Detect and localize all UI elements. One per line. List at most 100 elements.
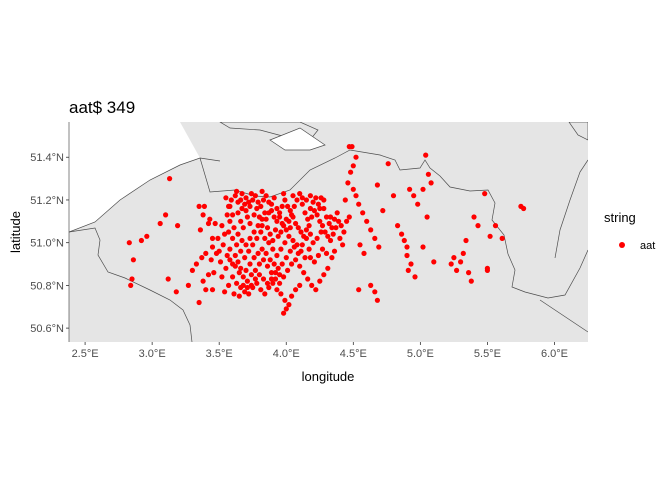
data-point-aat-107: [277, 280, 283, 286]
data-point-aat-302: [248, 282, 254, 288]
data-point-aat-233: [448, 261, 454, 267]
data-point-aat-300: [240, 282, 246, 288]
data-point-aat-176: [311, 208, 317, 214]
x-tick-label-6: 5.5°E: [474, 348, 501, 360]
data-point-aat-109: [285, 267, 291, 273]
x-tick-label-5: 5.0°E: [407, 348, 434, 360]
data-point-aat-85: [258, 229, 264, 235]
data-point-aat-226: [420, 244, 426, 250]
data-point-aat-190: [342, 197, 348, 203]
data-point-aat-313: [290, 193, 296, 199]
data-point-aat-301: [244, 284, 250, 291]
data-point-aat-84: [262, 235, 268, 241]
data-point-aat-19: [205, 220, 212, 227]
data-point-aat-69: [334, 210, 340, 216]
data-point-aat-277: [281, 223, 287, 229]
data-point-aat-215: [395, 223, 401, 229]
data-point-aat-317: [228, 197, 234, 203]
data-point-aat-237: [460, 250, 466, 256]
data-point-aat-271: [264, 225, 271, 231]
data-point-aat-246: [487, 233, 493, 239]
data-point-aat-5: [138, 237, 144, 244]
data-point-aat-259: [307, 255, 313, 261]
data-point-aat-64: [321, 205, 327, 212]
data-point-aat-79: [282, 240, 288, 246]
data-point-aat-110: [289, 261, 295, 267]
data-point-aat-136: [281, 310, 287, 316]
data-point-aat-58: [305, 216, 311, 222]
data-point-aat-60: [310, 199, 316, 205]
data-point-aat-159: [266, 199, 272, 205]
data-point-aat-177: [314, 212, 320, 218]
data-point-aat-35: [238, 218, 244, 224]
data-point-aat-273: [270, 237, 276, 244]
data-point-aat-253: [331, 248, 338, 254]
data-point-aat-167: [287, 208, 293, 214]
chart-title: aat$ 349: [69, 98, 135, 117]
data-point-aat-251: [337, 235, 343, 241]
x-tick-label-0: 2.5°E: [72, 348, 99, 360]
data-point-aat-304: [256, 272, 262, 278]
data-point-aat-145: [223, 265, 229, 271]
data-point-aat-29: [239, 191, 245, 197]
data-point-aat-131: [274, 287, 280, 293]
data-point-aat-260: [224, 212, 230, 218]
data-point-aat-22: [219, 223, 225, 229]
x-axis: 2.5°E 3.0°E 3.5°E 4.0°E 4.5°E 5.0°E 5.5°E 6.0°E: [72, 342, 568, 360]
data-point-aat-240: [468, 278, 474, 284]
data-point-aat-80: [278, 246, 284, 252]
data-point-aat-83: [266, 240, 272, 246]
data-point-aat-267: [251, 229, 257, 235]
data-point-aat-232: [431, 259, 437, 265]
data-point-aat-193: [350, 163, 356, 169]
data-point-aat-257: [315, 252, 321, 259]
data-point-aat-67: [329, 225, 335, 231]
data-point-aat-106: [272, 276, 279, 282]
data-point-aat-119: [325, 265, 331, 271]
data-point-aat-324: [215, 235, 221, 241]
data-point-aat-197: [350, 186, 356, 192]
data-point-aat-318: [226, 203, 232, 209]
data-point-aat-149: [236, 293, 242, 299]
data-point-aat-114: [305, 276, 311, 282]
data-point-aat-38: [247, 220, 253, 227]
data-point-aat-199: [356, 201, 362, 207]
data-point-aat-161: [271, 214, 277, 220]
data-point-aat-17: [201, 203, 207, 209]
data-point-aat-143: [211, 270, 217, 276]
data-point-aat-293: [283, 255, 289, 261]
data-point-aat-0: [167, 176, 173, 182]
estuary-water: [269, 127, 326, 151]
data-point-aat-305: [260, 276, 267, 282]
data-point-aat-281: [235, 259, 241, 265]
x-tick-label-3: 4.0°E: [273, 348, 300, 360]
data-point-aat-46: [271, 195, 277, 201]
data-point-aat-68: [331, 216, 338, 222]
data-point-aat-142: [217, 259, 224, 265]
data-point-aat-275: [275, 233, 281, 239]
data-point-aat-272: [267, 231, 273, 237]
data-point-aat-25: [230, 212, 236, 218]
data-point-aat-118: [321, 272, 327, 278]
data-point-aat-77: [290, 237, 296, 244]
data-point-aat-291: [275, 265, 281, 271]
data-point-aat-262: [231, 225, 237, 231]
data-point-aat-327: [227, 246, 233, 252]
data-point-aat-194: [353, 154, 359, 160]
data-point-aat-222: [404, 252, 410, 259]
data-point-aat-206: [361, 250, 367, 256]
data-point-aat-178: [317, 218, 323, 224]
data-point-aat-43: [263, 216, 269, 222]
data-point-aat-1: [163, 212, 169, 218]
data-point-aat-265: [243, 242, 249, 248]
data-point-aat-320: [317, 205, 323, 212]
data-point-aat-91: [234, 242, 240, 248]
data-point-aat-10: [165, 276, 171, 282]
data-point-aat-181: [325, 233, 331, 239]
data-point-aat-57: [302, 210, 308, 216]
data-point-aat-82: [270, 246, 276, 252]
data-point-aat-126: [254, 280, 260, 286]
data-point-aat-166: [285, 203, 291, 209]
data-point-aat-223: [408, 261, 414, 267]
data-point-aat-278: [283, 216, 289, 222]
